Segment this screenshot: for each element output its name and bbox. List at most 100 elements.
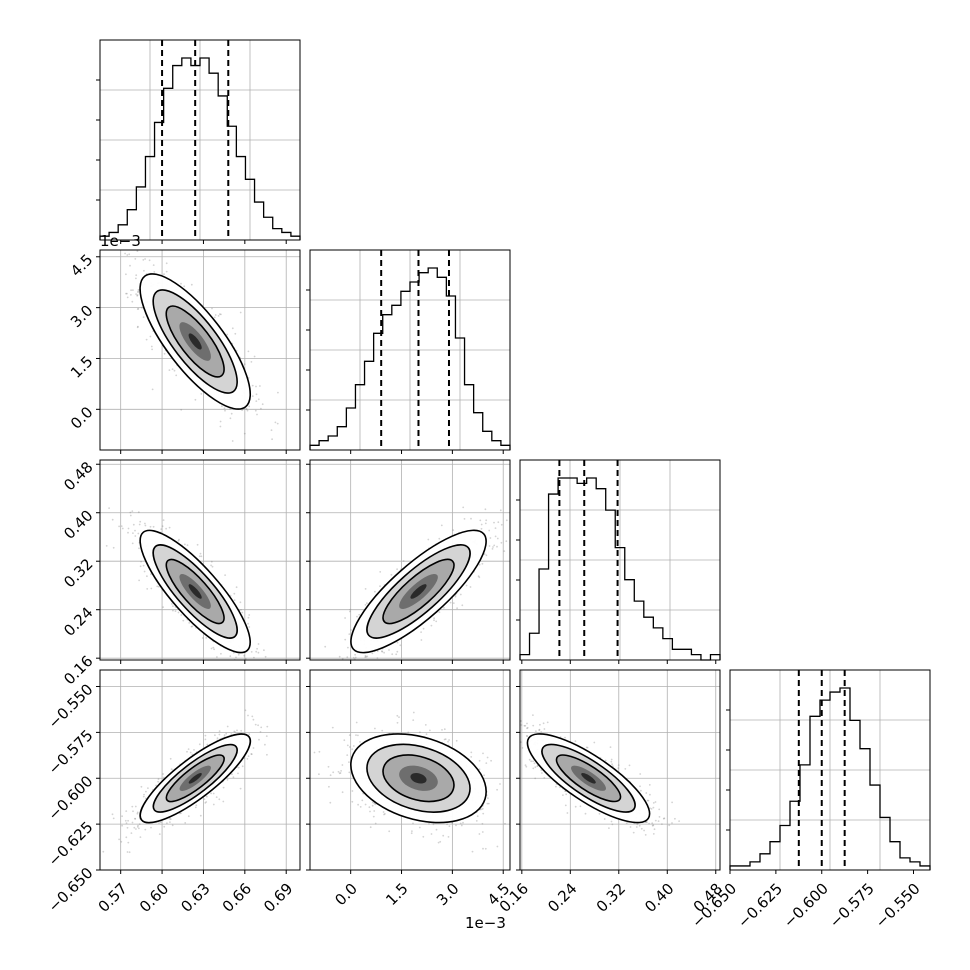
scatter-point bbox=[340, 770, 342, 772]
scatter-point bbox=[180, 282, 182, 285]
scatter-point bbox=[121, 815, 123, 818]
scatter-point bbox=[205, 801, 208, 803]
scatter-point bbox=[150, 345, 153, 348]
scatter-point bbox=[136, 812, 139, 815]
scatter-point bbox=[517, 785, 519, 787]
scatter-point bbox=[204, 738, 207, 741]
scatter-point bbox=[172, 605, 174, 607]
scatter-point bbox=[452, 602, 455, 604]
panel-frame bbox=[519, 459, 721, 661]
scatter-point bbox=[127, 841, 130, 844]
contour-line-2 bbox=[382, 558, 455, 625]
scatter-point bbox=[520, 724, 523, 726]
scatter-point bbox=[133, 826, 136, 829]
scatter-point bbox=[226, 725, 229, 728]
scatter-point bbox=[204, 734, 207, 737]
scatter-point bbox=[348, 734, 351, 736]
scatter-point bbox=[257, 651, 260, 654]
contour-line-0 bbox=[139, 733, 252, 824]
scatter-point bbox=[407, 731, 410, 734]
scatter-point bbox=[412, 711, 415, 714]
scatter-point bbox=[355, 721, 358, 724]
scatter-point bbox=[169, 818, 172, 821]
scatter-point bbox=[140, 306, 143, 309]
scatter-point bbox=[210, 560, 213, 563]
scatter-point bbox=[486, 756, 489, 759]
scatter-point bbox=[482, 812, 485, 815]
scatter-point bbox=[511, 706, 513, 708]
scatter-point bbox=[147, 787, 149, 789]
scatter-point bbox=[139, 520, 142, 523]
scatter-point bbox=[459, 822, 462, 825]
scatter-point bbox=[139, 836, 142, 838]
scatter-point bbox=[422, 835, 425, 838]
scatter-point bbox=[153, 271, 156, 273]
contour-line-2 bbox=[165, 558, 225, 625]
scatter-point bbox=[198, 555, 201, 558]
scatter-point bbox=[429, 729, 431, 732]
scatter-point bbox=[465, 584, 468, 587]
scatter-point bbox=[382, 811, 385, 813]
scatter-point bbox=[129, 264, 131, 267]
scatter-point bbox=[190, 283, 193, 286]
scatter-point bbox=[184, 822, 187, 824]
scatter-point bbox=[168, 817, 171, 820]
scatter-point bbox=[490, 759, 492, 762]
scatter-point bbox=[384, 813, 386, 815]
scatter-point bbox=[199, 814, 202, 817]
scatter-point bbox=[182, 619, 185, 622]
scatter-point bbox=[140, 560, 143, 563]
scatter-point bbox=[206, 743, 209, 746]
scatter-point bbox=[488, 529, 491, 532]
scatter-point bbox=[247, 622, 250, 625]
scatter-point bbox=[129, 511, 132, 514]
scatter-point bbox=[126, 296, 129, 299]
scatter-point bbox=[358, 613, 361, 616]
scatter-point bbox=[471, 850, 474, 853]
scatter-point bbox=[118, 525, 120, 528]
scatter-point bbox=[313, 664, 315, 666]
scatter-point bbox=[251, 692, 253, 694]
scatter-point bbox=[132, 289, 134, 291]
histogram-step-1 bbox=[309, 267, 511, 450]
scatter-point bbox=[161, 525, 164, 528]
scatter-point bbox=[535, 730, 537, 732]
scatter-point bbox=[640, 789, 642, 792]
scatter-point bbox=[443, 606, 445, 609]
scatter-point bbox=[253, 355, 256, 358]
scatter-point bbox=[145, 790, 147, 793]
scatter-point bbox=[172, 609, 174, 612]
scatter-point bbox=[142, 795, 145, 798]
scatter-point bbox=[448, 825, 451, 827]
scatter-point bbox=[235, 586, 238, 589]
scatter-point bbox=[221, 405, 223, 408]
scatter-point bbox=[218, 313, 221, 315]
scatter-point bbox=[373, 810, 376, 812]
scatter-point bbox=[388, 830, 391, 833]
scatter-point bbox=[636, 823, 639, 826]
scatter-point bbox=[212, 792, 215, 795]
scatter-point bbox=[433, 617, 435, 620]
scatter-point bbox=[216, 737, 219, 739]
scatter-point bbox=[250, 753, 253, 755]
scatter-point bbox=[390, 573, 393, 576]
scatter-point bbox=[264, 743, 266, 746]
scatter-point bbox=[138, 827, 140, 830]
scatter-point bbox=[357, 734, 359, 737]
scatter-point bbox=[112, 546, 115, 549]
scatter-point bbox=[136, 250, 139, 253]
contour-line-0 bbox=[350, 733, 487, 824]
scatter-point bbox=[359, 741, 361, 743]
scatter-point bbox=[191, 625, 194, 628]
scatter-point bbox=[346, 754, 349, 756]
scatter-point bbox=[136, 826, 139, 828]
density-fill-4 bbox=[188, 333, 202, 350]
scatter-point bbox=[469, 586, 472, 588]
scatter-point bbox=[135, 277, 137, 280]
scatter-point bbox=[352, 656, 355, 659]
scatter-point bbox=[134, 535, 137, 537]
scatter-point bbox=[371, 804, 374, 807]
scatter-point bbox=[443, 728, 446, 731]
scatter-point bbox=[617, 764, 620, 766]
scatter-point bbox=[451, 822, 453, 824]
